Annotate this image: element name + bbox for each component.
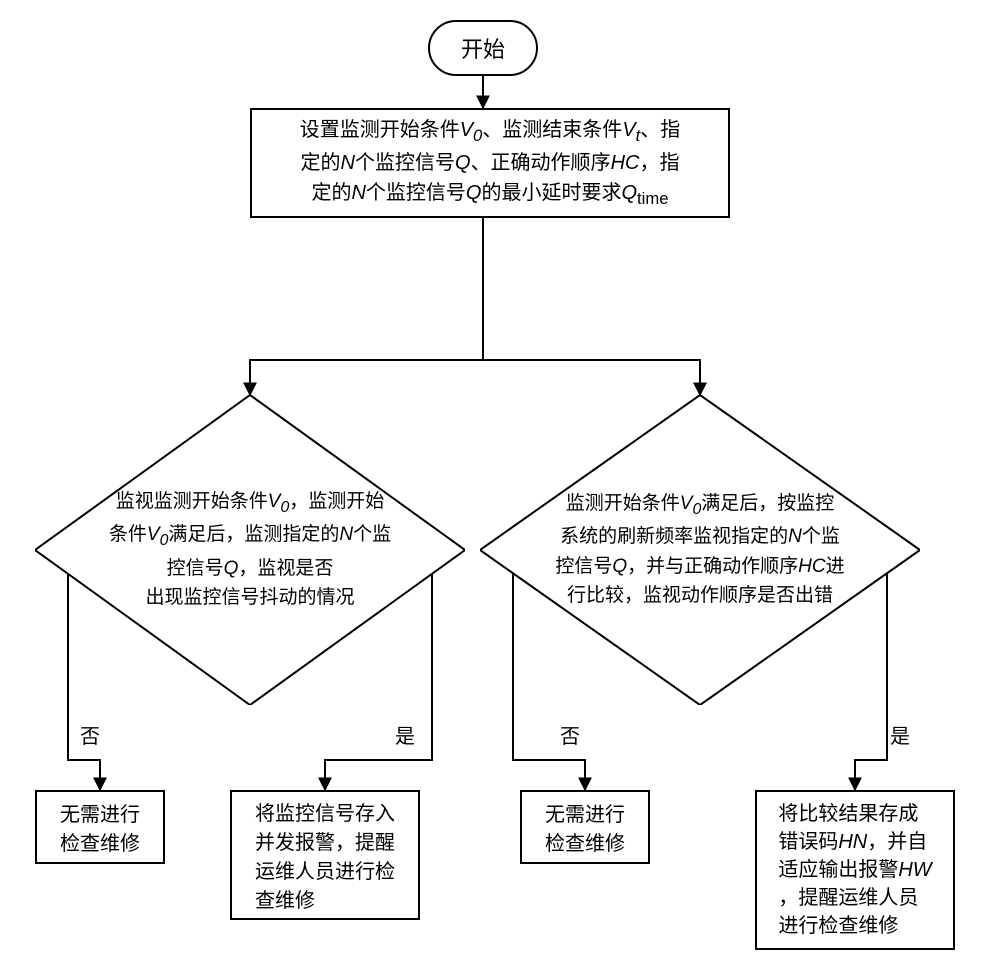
d2-no-label: 否	[560, 720, 580, 749]
setup-text: 设置监测开始条件V0、监测结束条件Vt、指 定的N个监控信号Q、正确动作顺序HC…	[300, 115, 681, 211]
decision-jitter: 监视监测开始条件V0，监测开始 条件V0满足后，监测指定的N个监 控信号Q，监视…	[35, 395, 465, 705]
d2-yes-label: 是	[890, 720, 910, 749]
result-alarm-jitter: 将监控信号存入 并发报警，提醒 运维人员进行检 查维修	[230, 790, 420, 920]
result-alarm-sequence: 将比较结果存成 错误码HN，并自 适应输出报警HW ，提醒运维人员 进行检查维修	[755, 790, 955, 950]
decision-sequence: 监测开始条件V0满足后，按监控 系统的刷新频率监视指定的N个监 控信号Q，并与正…	[480, 395, 920, 705]
decision-jitter-text: 监视监测开始条件V0，监测开始 条件V0满足后，监测指定的N个监 控信号Q，监视…	[100, 487, 401, 613]
d1-yes-label: 是	[395, 720, 415, 749]
start-node: 开始	[428, 20, 538, 76]
d1-no-label: 否	[80, 720, 100, 749]
decision-sequence-text: 监测开始条件V0满足后，按监控 系统的刷新频率监视指定的N个监 控信号Q，并与正…	[546, 489, 854, 611]
result-alarm-sequence-text: 将比较结果存成 错误码HN，并自 适应输出报警HW ，提醒运维人员 进行检查维修	[778, 800, 931, 940]
result-no-repair-1: 无需进行 检查维修	[35, 790, 165, 864]
setup-node: 设置监测开始条件V0、监测结束条件Vt、指 定的N个监控信号Q、正确动作顺序HC…	[250, 108, 730, 218]
start-label: 开始	[461, 32, 505, 64]
result-no-repair-2: 无需进行 检查维修	[520, 790, 650, 864]
